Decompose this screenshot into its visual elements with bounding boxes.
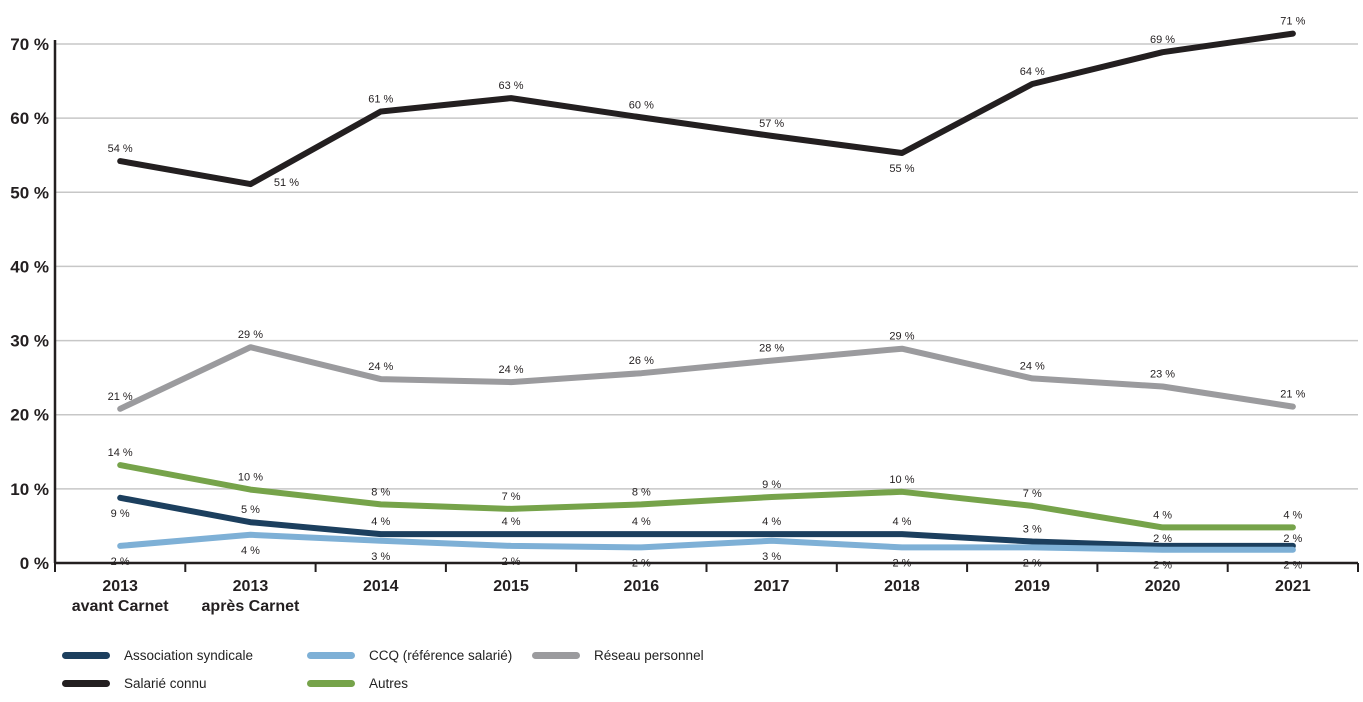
data-label: 4 % xyxy=(1153,509,1172,521)
x-tick-label: 2014 xyxy=(363,578,399,595)
data-label: 10 % xyxy=(238,472,263,484)
legend-label: Autres xyxy=(369,675,409,691)
x-tick-label: 2013 après Carnet xyxy=(202,578,300,615)
data-label: 4 % xyxy=(762,516,781,528)
data-label: 14 % xyxy=(108,447,133,459)
data-label: 2 % xyxy=(111,556,130,568)
data-label: 2 % xyxy=(1023,557,1042,569)
data-label: 71 % xyxy=(1280,16,1305,28)
data-label: 63 % xyxy=(499,80,524,92)
data-label: 10 % xyxy=(889,474,914,486)
y-tick-label: 70 % xyxy=(10,35,49,54)
data-label: 29 % xyxy=(238,329,263,341)
data-label: 2 % xyxy=(632,557,651,569)
data-label: 29 % xyxy=(889,331,914,343)
legend-swatch xyxy=(307,651,355,659)
x-tick-label: 2018 xyxy=(884,578,920,595)
data-label: 2 % xyxy=(502,556,521,568)
data-label: 54 % xyxy=(108,143,133,155)
x-tick-label: 2017 xyxy=(754,578,790,595)
legend-swatch xyxy=(62,651,110,659)
data-label: 61 % xyxy=(368,93,393,105)
data-label: 2 % xyxy=(892,557,911,569)
data-label: 4 % xyxy=(1283,509,1302,521)
series-line-association-syndicale xyxy=(117,494,1296,549)
data-label: 8 % xyxy=(632,486,651,498)
legend-label: CCQ (référence salarié) xyxy=(369,647,513,663)
data-label: 4 % xyxy=(892,516,911,528)
y-tick-label: 10 % xyxy=(10,480,49,499)
x-tick-label: 2021 xyxy=(1275,578,1311,595)
data-label: 23 % xyxy=(1150,369,1175,381)
data-label: 21 % xyxy=(108,391,133,403)
legend-swatch xyxy=(532,651,580,659)
y-tick-label: 20 % xyxy=(10,406,49,425)
x-tick-label: 2015 xyxy=(493,578,529,595)
y-tick-label: 40 % xyxy=(10,257,49,276)
data-label: 24 % xyxy=(1020,360,1045,372)
data-label: 5 % xyxy=(241,504,260,516)
data-label: 26 % xyxy=(629,355,654,367)
data-label: 3 % xyxy=(371,551,390,563)
legend-swatch xyxy=(62,679,110,687)
x-tick-label: 2019 xyxy=(1014,578,1050,595)
data-label: 4 % xyxy=(371,516,390,528)
data-label: 60 % xyxy=(629,99,654,111)
legend-item-autres: Autres xyxy=(307,673,408,693)
x-tick-label: 2020 xyxy=(1145,578,1181,595)
data-label: 4 % xyxy=(632,516,651,528)
data-label: 7 % xyxy=(502,491,521,503)
data-label: 2 % xyxy=(1283,560,1302,572)
data-label: 2 % xyxy=(1153,533,1172,545)
data-label: 3 % xyxy=(1023,523,1042,535)
legend-item-association-syndicale: Association syndicale xyxy=(62,645,253,665)
x-tick-label: 2016 xyxy=(624,578,660,595)
legend-item-ccq-reference-salarie: CCQ (référence salarié) xyxy=(307,645,512,665)
data-label: 4 % xyxy=(241,545,260,557)
legend-label: Salarié connu xyxy=(124,675,207,691)
data-label: 24 % xyxy=(368,361,393,373)
data-label: 57 % xyxy=(759,118,784,130)
x-tick-label: 2013 avant Carnet xyxy=(72,578,170,615)
y-tick-label: 50 % xyxy=(10,183,49,202)
data-label: 2 % xyxy=(1283,533,1302,545)
data-label: 2 % xyxy=(1153,560,1172,572)
data-label: 21 % xyxy=(1280,389,1305,401)
y-tick-label: 0 % xyxy=(20,554,49,573)
data-label: 4 % xyxy=(502,516,521,528)
legend-label: Association syndicale xyxy=(124,647,254,663)
data-label: 3 % xyxy=(762,551,781,563)
data-label: 7 % xyxy=(1023,488,1042,500)
data-label: 9 % xyxy=(111,508,130,520)
data-label: 28 % xyxy=(759,343,784,355)
data-label: 64 % xyxy=(1020,66,1045,78)
data-label: 69 % xyxy=(1150,34,1175,46)
series-line-salarie-connu xyxy=(117,30,1296,188)
series-line-ccq-reference-salarie xyxy=(117,531,1296,553)
legend-item-reseau-personnel: Réseau personnel xyxy=(532,645,704,665)
data-label: 9 % xyxy=(762,479,781,491)
data-label: 24 % xyxy=(499,364,524,376)
data-label: 51 % xyxy=(274,177,299,189)
series-line-autres xyxy=(117,462,1296,531)
series-line-reseau-personnel xyxy=(117,344,1296,412)
legend-swatch xyxy=(307,679,355,687)
data-label: 55 % xyxy=(889,163,914,175)
y-tick-label: 30 % xyxy=(10,332,49,351)
y-tick-label: 60 % xyxy=(10,109,49,128)
legend-item-salarie-connu: Salarié connu xyxy=(62,673,207,693)
legend-label: Réseau personnel xyxy=(594,647,704,663)
data-label: 8 % xyxy=(371,486,390,498)
